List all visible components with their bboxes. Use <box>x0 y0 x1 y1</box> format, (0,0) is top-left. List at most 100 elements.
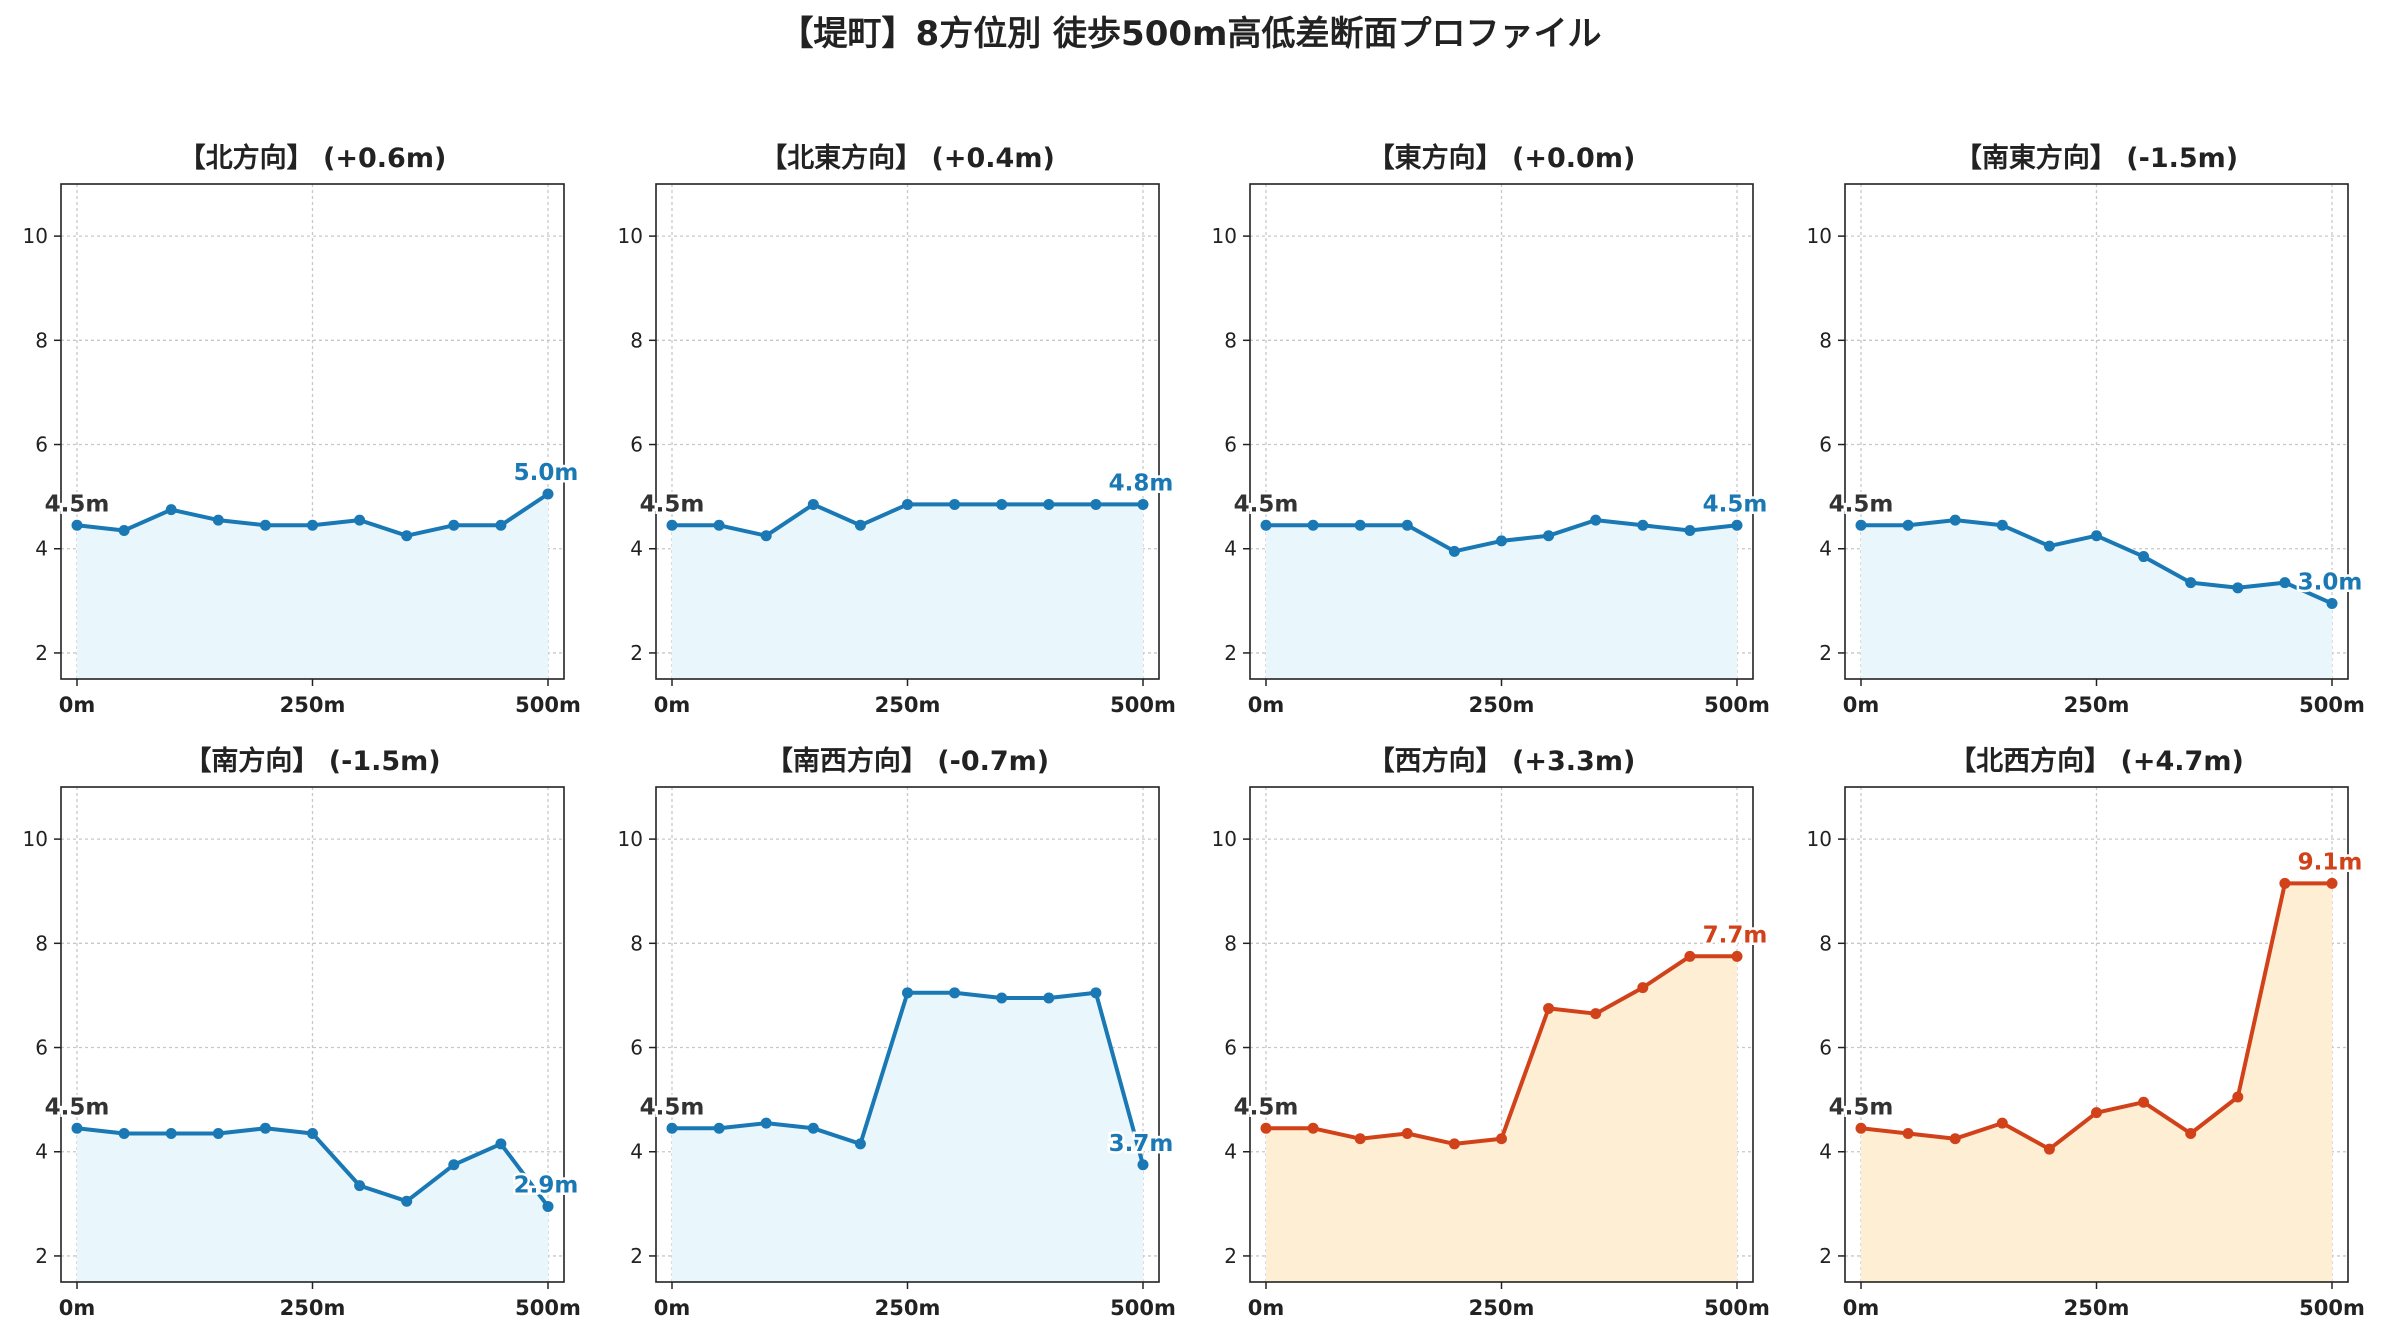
data-point <box>996 992 1008 1004</box>
data-point <box>1307 1122 1319 1134</box>
x-tick-label: 0m <box>654 693 691 717</box>
data-point <box>2043 540 2055 552</box>
data-point <box>2138 1096 2150 1108</box>
subplot-title: 【南東方向】 (-1.5m) <box>1955 142 2238 174</box>
x-tick-label: 250m <box>1469 1296 1535 1320</box>
data-point <box>2232 1091 2244 1103</box>
area-fill <box>1861 883 2332 1282</box>
start-label: 4.5m <box>640 1094 705 1120</box>
data-point <box>1090 987 1102 999</box>
y-tick-label: 2 <box>1819 1244 1832 1268</box>
y-tick-label: 8 <box>35 931 48 955</box>
end-label: 3.7m <box>1109 1131 1174 1157</box>
y-tick-label: 6 <box>35 433 48 457</box>
data-point <box>1401 1128 1413 1139</box>
x-tick-label: 500m <box>515 693 581 717</box>
subplot-1: 【北東方向】 (+0.4m) 2 4 6 8 10 0m 250m 500m 4.5m 4.8m <box>618 142 1176 717</box>
data-point <box>542 1200 554 1212</box>
y-tick-label: 8 <box>630 931 643 955</box>
y-tick-label: 4 <box>1224 537 1237 561</box>
data-point <box>1448 545 1460 557</box>
data-point <box>760 1117 772 1129</box>
data-point <box>1949 1133 1961 1145</box>
data-point <box>1496 535 1507 547</box>
y-tick-label: 4 <box>1819 537 1832 561</box>
data-point <box>259 1122 271 1134</box>
subplot-title: 【南西方向】 (-0.7m) <box>766 745 1049 777</box>
data-point <box>1137 1159 1149 1171</box>
data-point <box>2091 1107 2102 1119</box>
start-label: 4.5m <box>45 1094 110 1120</box>
data-point <box>2232 582 2244 594</box>
data-point <box>2043 1143 2055 1155</box>
area-fill <box>1266 956 1737 1282</box>
data-point <box>1996 1117 2008 1129</box>
data-point <box>2279 877 2291 889</box>
data-point <box>854 519 866 531</box>
data-point <box>307 1128 318 1139</box>
x-tick-label: 500m <box>1110 1296 1176 1320</box>
y-tick-label: 4 <box>35 1140 48 1164</box>
data-point <box>1855 519 1867 531</box>
subplot-2: 【東方向】 (+0.0m) 2 4 6 8 10 0m 250m 500m 4.5m 4.5m <box>1212 142 1770 717</box>
y-tick-label: 6 <box>630 433 643 457</box>
data-point <box>1448 1138 1460 1150</box>
x-tick-label: 0m <box>59 1296 96 1320</box>
data-point <box>713 519 725 531</box>
data-point <box>448 1159 460 1171</box>
end-label: 7.7m <box>1703 922 1768 948</box>
data-point <box>666 519 678 531</box>
y-tick-label: 6 <box>1224 433 1237 457</box>
subplot-6: 【西方向】 (+3.3m) 2 4 6 8 10 0m 250m 500m 4.5m 7.7m <box>1212 745 1770 1320</box>
data-point <box>1543 530 1555 542</box>
data-point <box>2091 530 2102 542</box>
data-point <box>165 1128 177 1139</box>
data-point <box>448 519 460 531</box>
x-tick-label: 250m <box>2064 693 2130 717</box>
x-tick-label: 0m <box>1248 1296 1285 1320</box>
data-point <box>807 1122 819 1134</box>
x-tick-label: 0m <box>1248 693 1285 717</box>
data-point <box>1902 1128 1914 1139</box>
y-tick-label: 10 <box>618 827 643 851</box>
x-tick-label: 500m <box>515 1296 581 1320</box>
y-tick-label: 8 <box>1819 931 1832 955</box>
end-label: 4.5m <box>1703 491 1768 517</box>
end-label: 9.1m <box>2298 849 2363 875</box>
area-fill <box>1861 520 2332 679</box>
data-point <box>2185 1128 2197 1139</box>
y-tick-label: 10 <box>1807 224 1832 248</box>
data-point <box>354 1180 366 1192</box>
data-point <box>2326 877 2338 889</box>
y-tick-label: 8 <box>1224 328 1237 352</box>
y-tick-label: 4 <box>1224 1140 1237 1164</box>
y-tick-label: 10 <box>23 224 48 248</box>
data-point <box>1949 514 1961 526</box>
data-point <box>71 519 83 531</box>
x-tick-label: 0m <box>1843 693 1880 717</box>
data-point <box>71 1122 83 1134</box>
x-tick-label: 250m <box>1469 693 1535 717</box>
start-label: 4.5m <box>1234 1094 1299 1120</box>
data-point <box>1043 498 1055 510</box>
y-tick-label: 8 <box>35 328 48 352</box>
area-fill <box>77 1128 548 1282</box>
x-tick-label: 500m <box>1704 1296 1770 1320</box>
subplot-title: 【西方向】 (+3.3m) <box>1368 745 1636 777</box>
subplot-3: 【南東方向】 (-1.5m) 2 4 6 8 10 0m 250m 500m 4.5m 3.0m <box>1807 142 2365 717</box>
subplot-4: 【南方向】 (-1.5m) 2 4 6 8 10 0m 250m 500m 4.5m 2.9m <box>23 745 581 1320</box>
area-fill <box>77 494 548 679</box>
data-point <box>1260 1122 1272 1134</box>
subplot-title: 【東方向】 (+0.0m) <box>1368 142 1636 174</box>
y-tick-label: 6 <box>1819 433 1832 457</box>
y-tick-label: 8 <box>630 328 643 352</box>
data-point <box>996 498 1008 510</box>
data-point <box>1731 519 1743 531</box>
area-fill <box>1266 520 1737 679</box>
subplot-7: 【北西方向】 (+4.7m) 2 4 6 8 10 0m 250m 500m 4.5m 9.1m <box>1807 745 2365 1320</box>
y-tick-label: 8 <box>1224 931 1237 955</box>
data-point <box>1855 1122 1867 1134</box>
data-point <box>1354 519 1366 531</box>
start-label: 4.5m <box>45 491 110 517</box>
